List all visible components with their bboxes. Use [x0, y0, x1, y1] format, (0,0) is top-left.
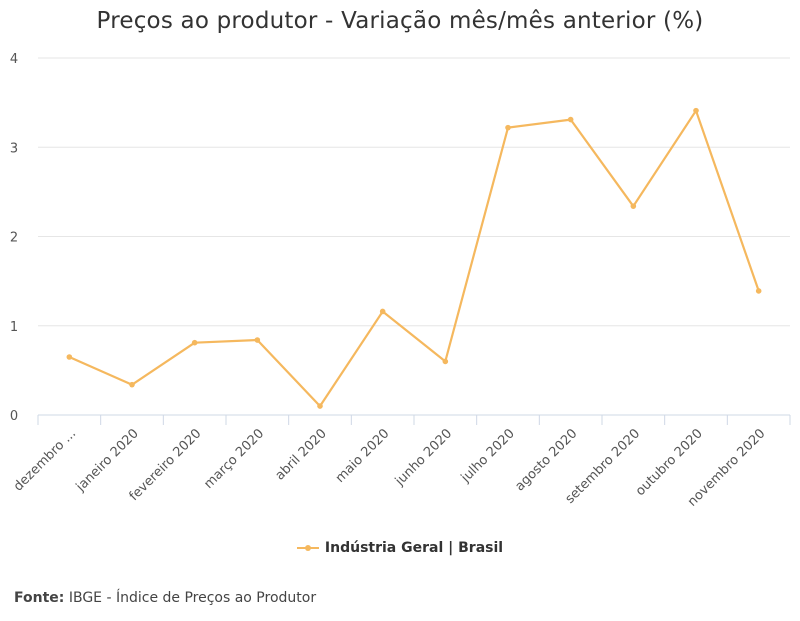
data-point[interactable]	[254, 337, 261, 343]
x-axis	[37, 414, 791, 425]
x-tick-label: julho 2020	[458, 426, 518, 486]
data-point[interactable]	[317, 403, 323, 409]
x-tick-label: março 2020	[201, 426, 267, 492]
legend-label: Indústria Geral | Brasil	[324, 540, 504, 556]
grid-lines	[38, 57, 790, 327]
data-point[interactable]	[66, 354, 73, 360]
y-tick-label: 4	[10, 52, 18, 67]
legend[interactable]: Indústria Geral | Brasil	[0, 540, 800, 556]
data-point[interactable]	[191, 339, 198, 346]
data-point[interactable]	[442, 358, 449, 365]
x-tick-label: dezembro ...	[11, 426, 79, 494]
series-line	[68, 109, 760, 408]
data-point[interactable]	[693, 107, 699, 114]
y-tick-label: 3	[10, 141, 18, 156]
x-tick-label: maio 2020	[333, 426, 393, 486]
x-tick-label: junho 2020	[392, 426, 455, 489]
source-note: Fonte: IBGE - Índice de Preços ao Produt…	[14, 590, 316, 606]
data-point[interactable]	[379, 308, 386, 315]
chart-title: Preços ao produtor - Variação mês/mês an…	[96, 8, 704, 34]
source-label: Fonte:	[14, 590, 65, 606]
series-line-group	[68, 109, 760, 408]
data-point[interactable]	[505, 124, 511, 131]
data-point[interactable]	[630, 203, 637, 209]
y-tick-label: 2	[10, 231, 18, 246]
x-tick-label: janeiro 2020	[73, 426, 142, 495]
y-tick-label: 1	[10, 320, 18, 335]
data-point[interactable]	[129, 381, 135, 388]
y-axis-ticks: 0 1 2 3 4	[10, 52, 18, 424]
data-point[interactable]	[755, 288, 762, 294]
x-tick-label: agosto 2020	[512, 426, 580, 494]
y-tick-label: 0	[10, 409, 18, 424]
source-text: IBGE - Índice de Preços ao Produtor	[68, 590, 317, 606]
data-point[interactable]	[567, 116, 574, 123]
series-points	[66, 107, 762, 409]
x-tick-label: abril 2020	[273, 426, 330, 483]
legend-swatch	[296, 543, 319, 553]
line-chart: 0 1 2 3 4 dezembro ...janeiro 2020fevereiro …	[10, 52, 791, 510]
